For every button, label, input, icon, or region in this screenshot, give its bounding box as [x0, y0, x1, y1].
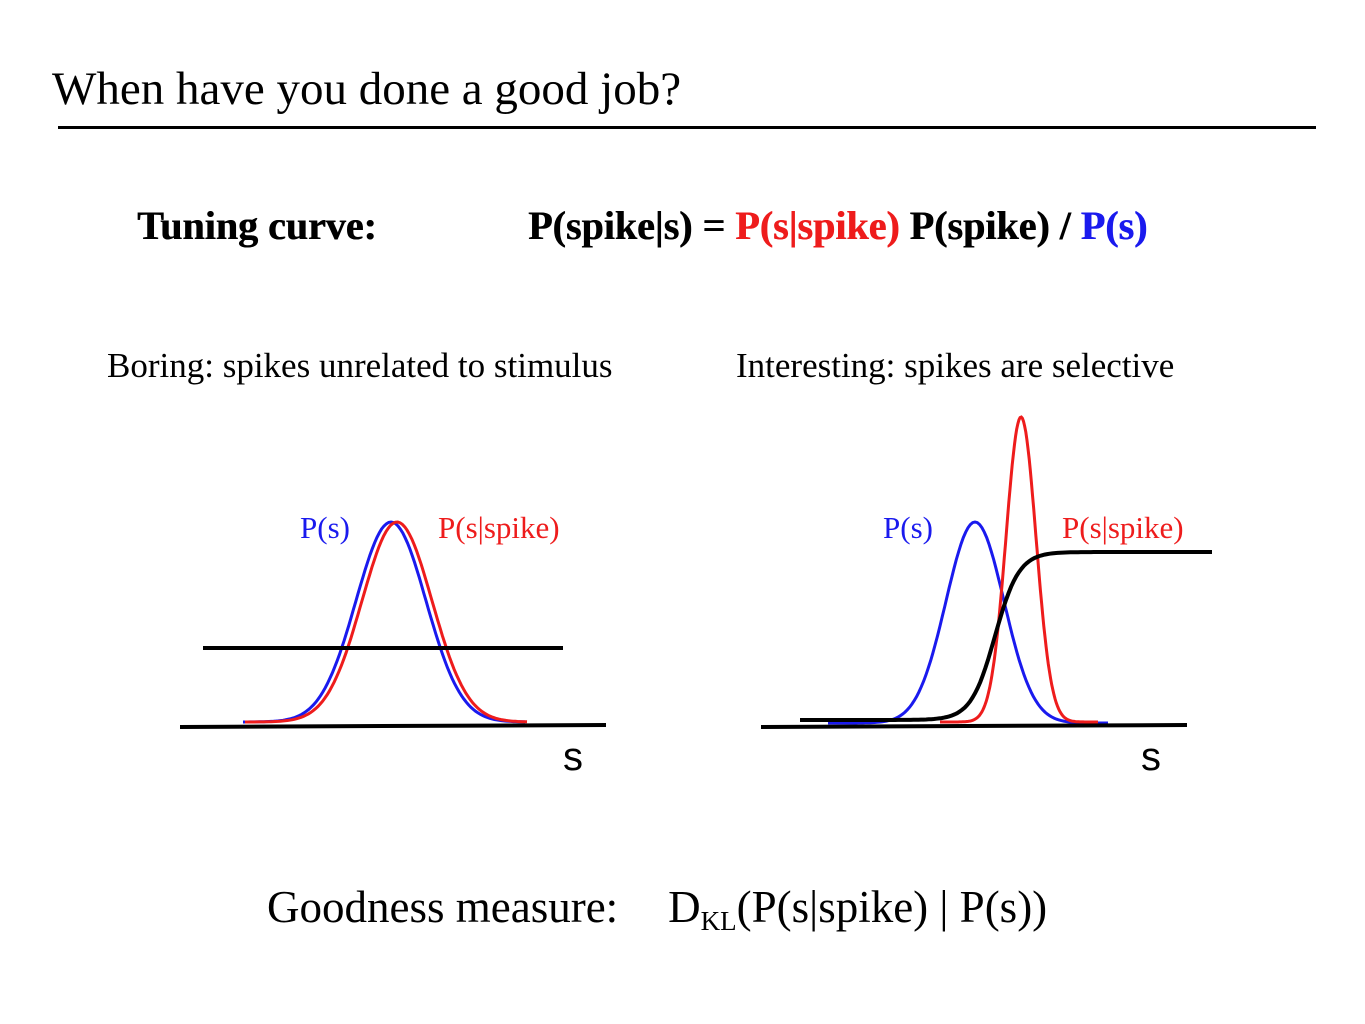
kl-subscript: KL	[700, 906, 737, 936]
boring-prior-curve	[243, 520, 526, 724]
boring-conditional-label: P(s|spike)	[438, 510, 560, 545]
goodness-measure: Goodness measure: DKL(P(s|spike) | P(s))	[267, 882, 1048, 935]
boring-x-axis	[179, 723, 607, 729]
interesting-x-axis-label: s	[1141, 735, 1161, 779]
interesting-conditional-curve	[940, 415, 1098, 724]
kl-expression: (P(s|spike) | P(s))	[736, 882, 1048, 932]
slide-title: When have you done a good job?	[52, 63, 682, 115]
boring-prior-label: P(s)	[300, 510, 350, 545]
kl-symbol: D	[668, 882, 701, 932]
interesting-prior-curve	[828, 520, 1108, 725]
formula-likelihood: P(s|spike)	[735, 203, 900, 248]
tuning-curve-label: Tuning curve:	[137, 203, 377, 248]
formula-evidence: P(s)	[1080, 203, 1148, 248]
bayes-formula: P(spike|s) = P(s|spike) P(spike) / P(s)	[528, 206, 1147, 246]
interesting-conditional-label: P(s|spike)	[1062, 510, 1184, 545]
interesting-tuning-curve	[800, 550, 1212, 722]
interesting-plot	[760, 415, 1212, 729]
interesting-caption: Interesting: spikes are selective	[736, 346, 1175, 385]
boring-caption: Boring: spikes unrelated to stimulus	[107, 346, 613, 385]
boring-x-axis-label: s	[563, 735, 583, 779]
boring-conditional-curve	[245, 520, 528, 724]
formula-lhs: P(spike|s) =	[528, 203, 736, 248]
boring-plot	[179, 520, 607, 729]
formula-prior: P(spike) /	[899, 203, 1081, 248]
interesting-x-axis	[760, 723, 1188, 729]
title-underline	[58, 126, 1316, 129]
goodness-label: Goodness measure:	[267, 882, 619, 932]
interesting-prior-label: P(s)	[883, 510, 933, 545]
